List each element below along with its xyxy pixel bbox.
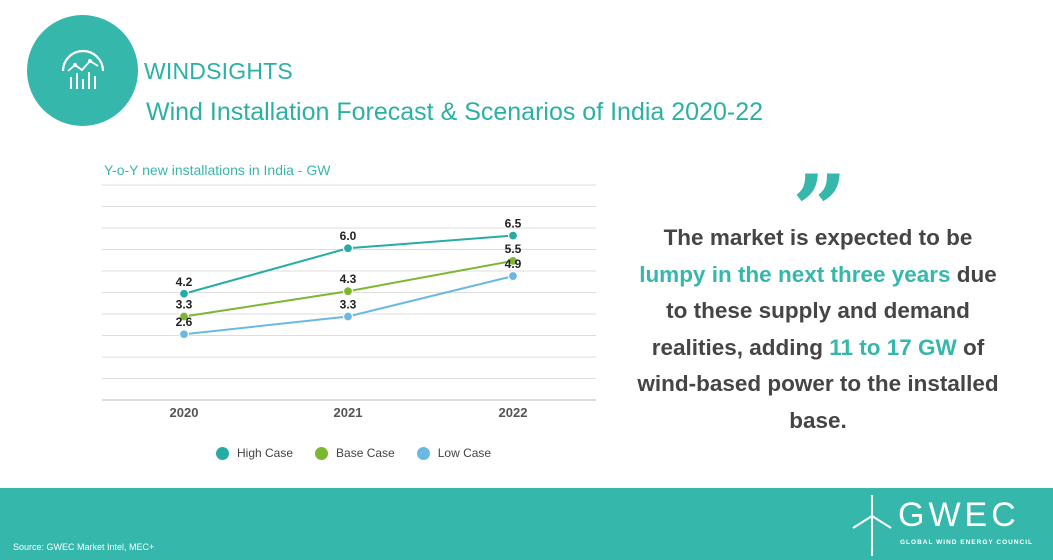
legend-item-high: High Case (216, 446, 293, 460)
quote-part-2: due to these supply and demand realities… (651, 261, 997, 360)
x-tick-label: 2021 (334, 405, 363, 420)
page-title: Wind Installation Forecast & Scenarios o… (146, 98, 764, 126)
data-point (342, 286, 354, 297)
quote-highlight-1: lumpy in the next three years (639, 261, 951, 287)
legend-label-low: Low Case (437, 446, 492, 460)
data-point (178, 288, 190, 299)
data-point (507, 270, 519, 282)
windsights-logo (27, 15, 138, 126)
data-label: 4.2 (176, 275, 193, 289)
gwec-fullname: GLOBAL WIND ENERGY COUNCIL (900, 539, 1034, 546)
legend-label-high: High Case (237, 446, 294, 460)
legend-item-low: Low Case (416, 446, 492, 460)
data-label: 4.9 (505, 257, 522, 271)
legend-item-base: Base Case (315, 446, 395, 460)
quote-part-3: of wind-based power to the installed bas… (637, 334, 999, 433)
chart-analytics-icon (61, 49, 105, 89)
data-label: 3.3 (176, 298, 193, 312)
gwec-wordmark: GWEC (898, 496, 1020, 534)
data-point (342, 243, 354, 254)
data-label: 2.6 (176, 315, 193, 329)
quote-part-1: The market is expected to be (663, 225, 973, 250)
quote-mark-icon: ” (792, 154, 848, 267)
brand-name: WINDSIGHTS (144, 58, 293, 84)
chart-legend: High Case Base Case Low Case (216, 446, 491, 460)
quote-text: The market is expected to be lumpy in th… (628, 220, 1008, 439)
legend-marker-high (216, 446, 229, 460)
data-point (178, 329, 190, 340)
chart-title: Y-o-Y new installations in India - GW (104, 162, 331, 178)
x-tick-label: 2020 (170, 405, 199, 420)
line-chart: 2020 2021 2022 4.2 6.0 6.5 3.3 4.3 5.5 2.6 3.3 4.9 (102, 184, 596, 420)
data-point (507, 255, 519, 266)
quote-highlight-2: 11 to 17 GW (829, 334, 957, 360)
legend-marker-low (416, 446, 430, 460)
data-point (507, 230, 519, 241)
data-label: 3.3 (340, 298, 357, 312)
wind-turbine-icon (852, 495, 892, 556)
data-point (178, 311, 190, 322)
data-label: 5.5 (505, 242, 522, 256)
x-tick-label: 2022 (499, 405, 528, 420)
legend-marker-base (315, 446, 329, 460)
data-label: 4.3 (340, 272, 357, 286)
data-label: 6.5 (505, 217, 522, 231)
legend-label-base: Base Case (336, 446, 395, 460)
data-label: 6.0 (340, 229, 357, 243)
footer-bar: Source: GWEC Market Intel, MEC+ GWEC GLO… (0, 488, 1053, 560)
source-note: Source: GWEC Market Intel, MEC+ (13, 542, 155, 552)
data-point (342, 311, 354, 322)
